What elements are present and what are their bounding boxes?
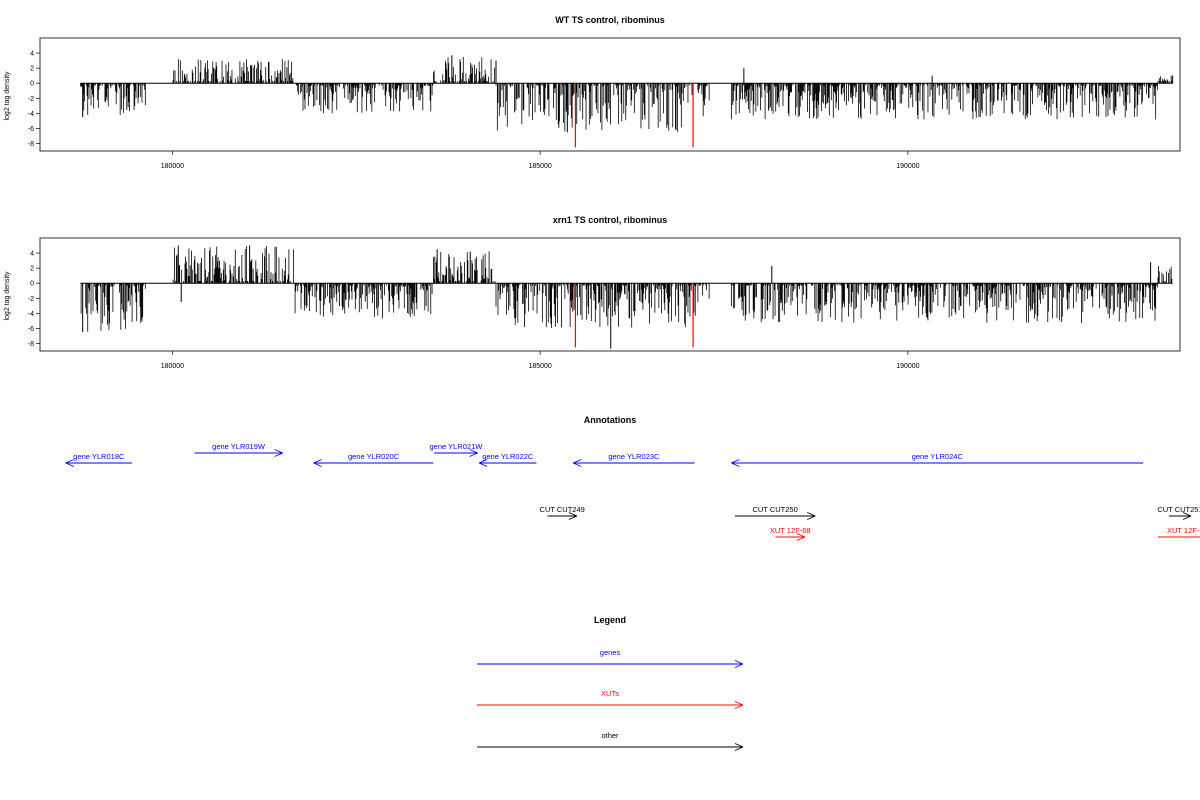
legend-items: genes XUTs other: [477, 648, 744, 751]
feature-label: CUT CUT251: [1157, 505, 1200, 514]
legend-title: Legend: [594, 615, 626, 625]
y-tick-label: -2: [28, 96, 34, 103]
plot-frame: [39, 237, 1181, 352]
feature-arrow: gene YLR021W: [430, 442, 484, 457]
annotations-title: Annotations: [584, 415, 637, 425]
plot-frame: [39, 37, 1181, 152]
y-tick-label: -2: [28, 296, 34, 303]
feature-arrow: CUT CUT251: [1157, 505, 1200, 520]
y-tick-label: 2: [30, 266, 34, 273]
feature-arrow: gene YLR019W: [194, 442, 283, 457]
wt-density-panel: WT TS control, ribominus log2 tag densit…: [4, 15, 1181, 170]
y-tick-label: 4: [30, 251, 34, 258]
density-bars: [80, 55, 1174, 133]
feature-label: gene YLR024C: [912, 452, 964, 461]
feature-label: gene YLR021W: [430, 442, 484, 451]
feature-label: CUT CUT249: [540, 505, 585, 514]
panel-title: xrn1 TS control, ribominus: [553, 215, 668, 225]
y-axis: 4 2 0 -2 -4 -6 -8: [28, 51, 40, 148]
feature-label: gene YLR020C: [348, 452, 400, 461]
feature-label: gene YLR018C: [73, 452, 125, 461]
x-tick-label: 190000: [896, 363, 919, 370]
y-tick-label: -4: [28, 311, 34, 318]
legend-item: genes: [477, 648, 744, 668]
y-tick-label: -6: [28, 126, 34, 133]
legend-item: XUTs: [477, 689, 744, 709]
x-tick-label: 180000: [161, 363, 184, 370]
y-tick-label: 0: [30, 281, 34, 288]
y-axis-label: log2 tag density: [4, 271, 11, 321]
legend-label: XUTs: [601, 689, 619, 698]
x-tick-label: 180000: [161, 163, 184, 170]
x-tick-label: 185000: [528, 163, 551, 170]
legend-label: genes: [600, 648, 621, 657]
feature-arrow: gene YLR023C: [573, 452, 695, 467]
feature-arrow: XUT 12F-70: [1157, 526, 1200, 538]
feature-arrow: gene YLR020C: [313, 452, 434, 467]
y-axis: 4 2 0 -2 -4 -6 -8: [28, 251, 40, 348]
feature-arrow: CUT CUT250: [735, 505, 816, 520]
y-tick-label: -4: [28, 111, 34, 118]
y-tick-label: -8: [28, 341, 34, 348]
feature-arrow: gene YLR024C: [731, 452, 1144, 467]
y-tick-label: -6: [28, 326, 34, 333]
y-tick-label: -8: [28, 141, 34, 148]
xrn1-density-panel: xrn1 TS control, ribominus log2 tag dens…: [4, 215, 1181, 370]
feature-label: XUT 12F-68: [770, 526, 811, 535]
feature-arrow: gene YLR022C: [478, 452, 537, 467]
y-tick-label: 4: [30, 51, 34, 58]
legend-item: other: [477, 731, 744, 751]
feature-arrow: gene YLR018C: [65, 452, 132, 467]
feature-label: gene YLR023C: [608, 452, 660, 461]
x-tick-label: 190000: [896, 163, 919, 170]
density-bars: [80, 245, 1173, 349]
feature-arrow: XUT 12F-68: [770, 526, 811, 541]
y-tick-label: 0: [30, 81, 34, 88]
feature-label: CUT CUT250: [752, 505, 797, 514]
y-axis-label: log2 tag density: [4, 71, 11, 121]
x-axis: 180000 185000 190000: [161, 151, 920, 170]
legend-label: other: [601, 731, 619, 740]
feature-label: gene YLR019W: [212, 442, 266, 451]
x-axis: 180000 185000 190000: [161, 351, 920, 370]
feature-list: gene YLR018C gene YLR019W gene YLR020C gene…: [65, 442, 1200, 541]
feature-label: gene YLR022C: [482, 452, 534, 461]
feature-arrow: CUT CUT249: [540, 505, 585, 520]
x-tick-label: 185000: [528, 363, 551, 370]
highlight-marks: [574, 83, 694, 148]
y-tick-label: 2: [30, 66, 34, 73]
panel-title: WT TS control, ribominus: [555, 15, 665, 25]
feature-label: XUT 12F-70: [1167, 526, 1200, 535]
legend: Legend genes XUTs other: [477, 615, 744, 751]
highlight-marks: [574, 283, 694, 348]
